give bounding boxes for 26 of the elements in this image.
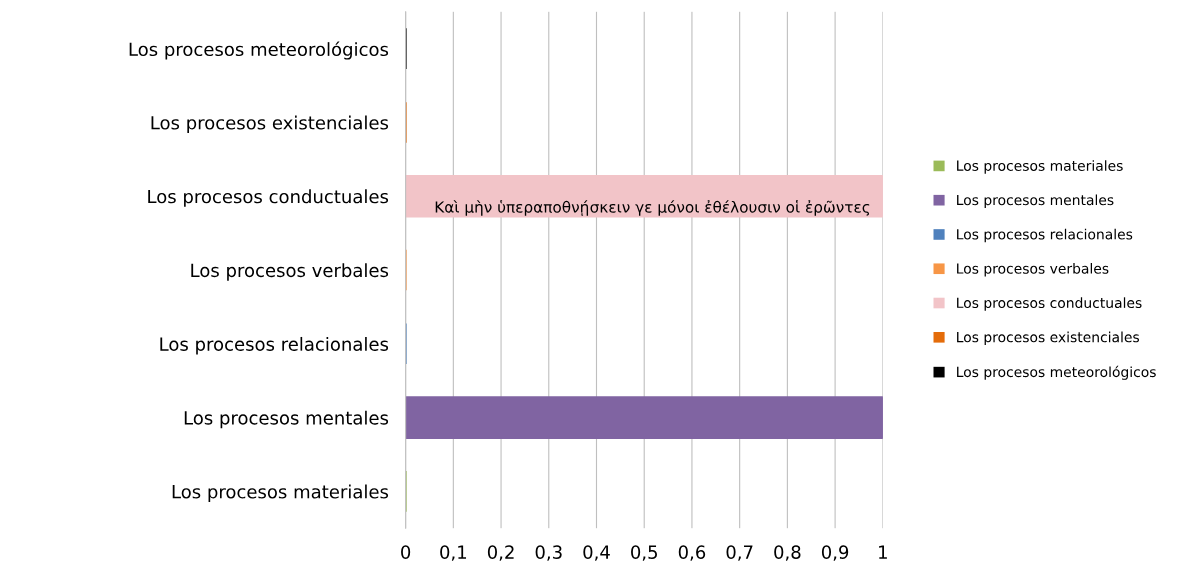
x-tick-label: 0,4	[583, 545, 610, 561]
x-tick-label: 0,5	[631, 545, 657, 561]
x-tick-label: 0,1	[440, 545, 467, 561]
x-tick-label: 0,6	[678, 545, 706, 561]
legend-label: Los procesos mentales	[957, 194, 1114, 208]
x-tick-label: 0,3	[535, 545, 562, 561]
x-tick-label: 0,8	[774, 545, 801, 561]
x-tick-label: 0,2	[487, 545, 514, 561]
y-tick-label: Los procesos meteorológicos	[129, 41, 389, 60]
legend-label: Los procesos relacionales	[957, 228, 1133, 243]
x-tick-label: 1	[879, 545, 887, 559]
x-tick-label: 0,7	[726, 545, 753, 561]
legend-label: Los procesos verbales	[957, 263, 1109, 277]
legend-label: Los procesos meteorológicos	[957, 365, 1156, 380]
x-tick-label: 0,9	[821, 545, 849, 561]
x-tick-label: 0	[401, 545, 411, 559]
y-tick-label: Los procesos mentales	[184, 410, 389, 429]
legend-label: Los procesos conductuales	[957, 297, 1142, 311]
legend-label: Los procesos existenciales	[957, 331, 1140, 346]
y-tick-label: Los procesos conductuales	[148, 189, 389, 207]
annotation: Καὶ μὴν ὑπεραποθνῄσκειν γε μόνοι ἐθέλουσιν οἱ ἐρῶντες	[435, 200, 870, 216]
y-tick-label: Los procesos relacionales	[160, 336, 389, 355]
y-tick-label: Los procesos existenciales	[151, 115, 389, 134]
y-tick-label: Los procesos verbales	[191, 263, 389, 281]
y-tick-label: Los procesos materiales	[172, 484, 389, 503]
legend-label: Los procesos materiales	[957, 160, 1123, 174]
